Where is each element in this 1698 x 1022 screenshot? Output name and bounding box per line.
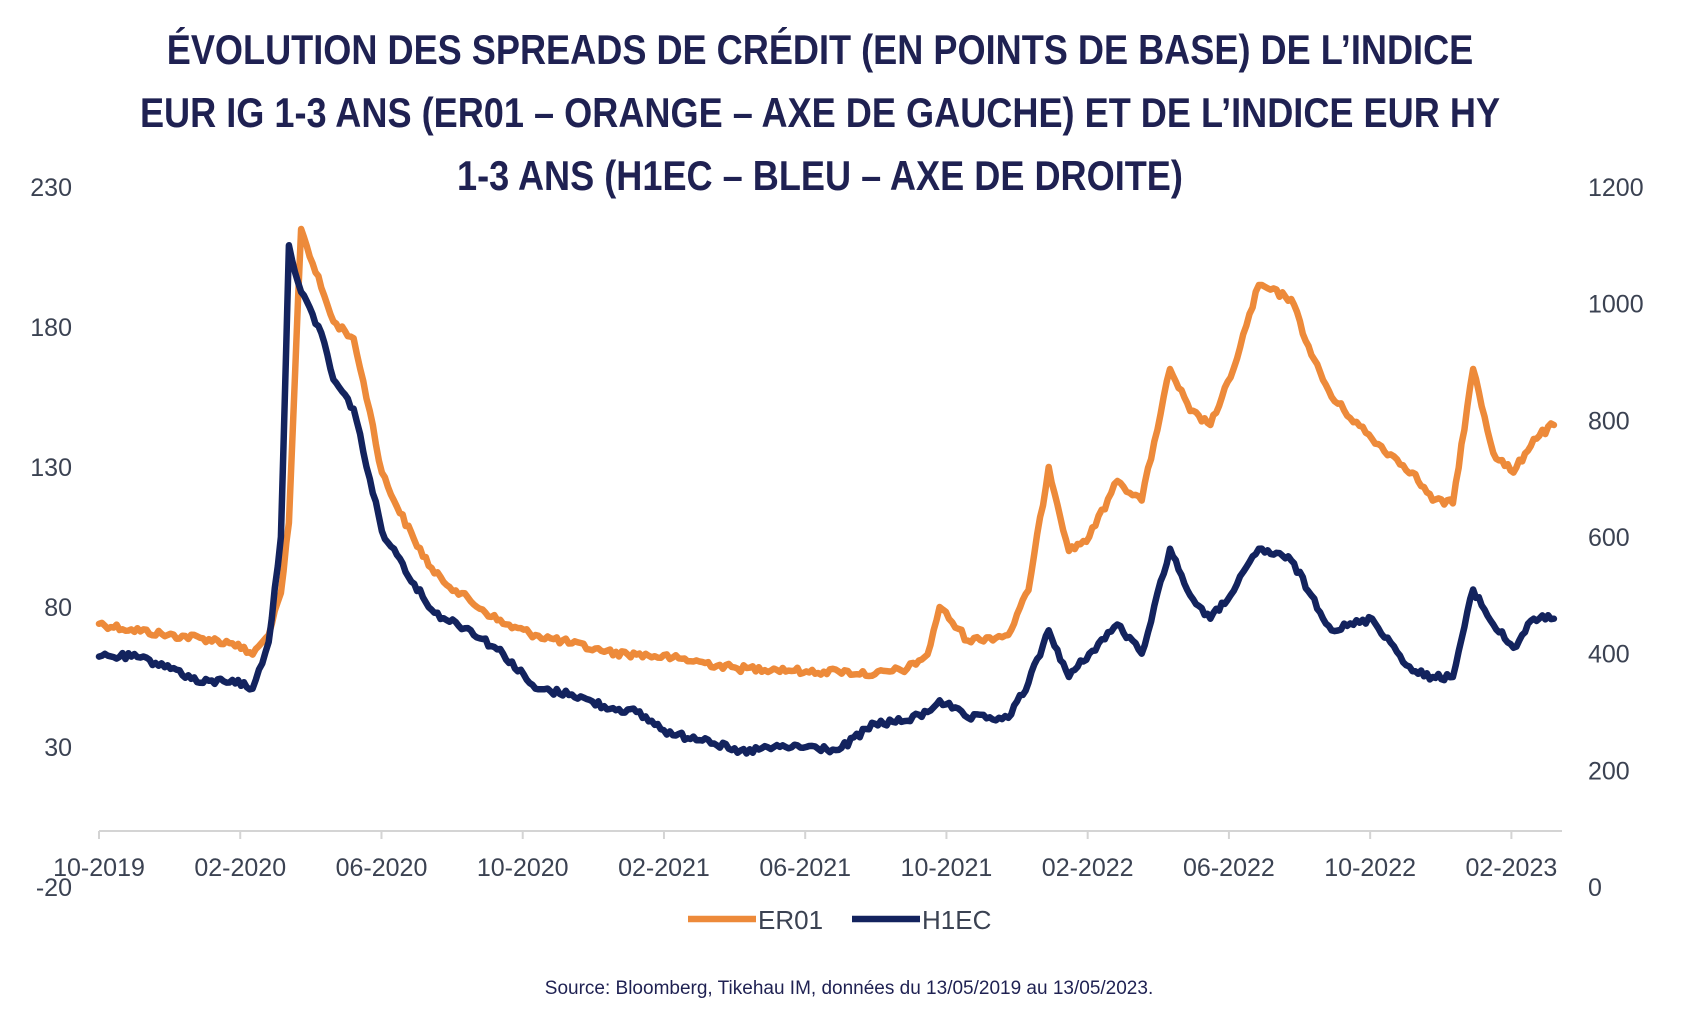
x-tick-label: 06-2022: [1183, 854, 1275, 882]
right-tick-label: 0: [1588, 874, 1602, 902]
left-tick-label: -20: [36, 874, 72, 902]
right-tick-label: 200: [1588, 757, 1630, 785]
right-tick-label: 800: [1588, 407, 1630, 435]
chart-title: ÉVOLUTION DES SPREADS DE CRÉDIT (EN POIN…: [139, 26, 1501, 199]
left-tick-label: 130: [30, 454, 72, 482]
right-axis: 0 200 400 600 800 1000 1200: [1588, 174, 1644, 902]
x-tick-label: 10-2020: [477, 854, 569, 882]
x-tick-label: 06-2020: [336, 854, 428, 882]
x-tick-label: 10-2021: [901, 854, 993, 882]
left-tick-label: 30: [44, 734, 72, 762]
x-tick-label: 06-2021: [759, 854, 851, 882]
series-line-h1ec: [95, 242, 1558, 757]
left-tick-label: 80: [44, 594, 72, 622]
legend-label-er01: ER01: [758, 905, 823, 935]
source-note: Source: Bloomberg, Tikehau IM, données d…: [544, 978, 1154, 999]
x-tick-label: 02-2020: [194, 854, 286, 882]
right-tick-label: 400: [1588, 641, 1630, 669]
x-tick-label: 02-2022: [1042, 854, 1134, 882]
legend: ER01 H1EC: [688, 905, 991, 935]
x-tick-label: 02-2021: [618, 854, 710, 882]
left-tick-label: 230: [30, 174, 72, 202]
x-tick-label: 02-2023: [1466, 854, 1558, 882]
x-tick-label: 10-2022: [1324, 854, 1416, 882]
x-axis: 10-2019 02-2020 06-2020 10-2020 02-2021 06-20…: [53, 831, 1557, 882]
x-tick-label: 10-2019: [53, 854, 145, 882]
left-tick-label: 180: [30, 314, 72, 342]
right-tick-label: 1000: [1588, 291, 1644, 319]
legend-label-h1ec: H1EC: [922, 905, 991, 935]
right-tick-label: 600: [1588, 524, 1630, 552]
series-line-er01: [95, 225, 1558, 680]
left-axis: -20 30 80 130 180 230: [30, 174, 72, 902]
right-tick-label: 1200: [1588, 174, 1644, 202]
